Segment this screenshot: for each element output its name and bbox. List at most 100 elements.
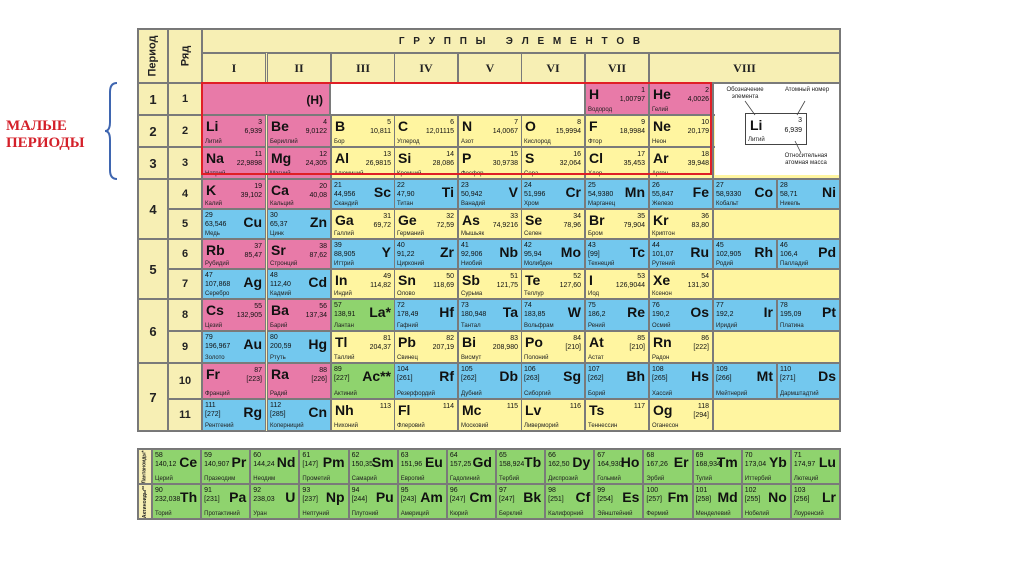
element-Cs[interactable]: Cs 55 132,905 Цезий xyxy=(202,299,266,331)
element-Cr[interactable]: 24 51,996 Cr Хром xyxy=(521,179,585,209)
element-He[interactable]: He 2 4,0026 Гелий xyxy=(649,83,713,115)
element-Eu[interactable]: 63 151,96 Eu Европий xyxy=(397,449,447,484)
element-U[interactable]: 92 238,03 U Уран xyxy=(250,484,300,519)
element-Hg[interactable]: 80 200,59 Hg Ртуть xyxy=(267,331,331,363)
element-Dy[interactable]: 66 162,50 Dy Диспрозий xyxy=(545,449,595,484)
element-K[interactable]: K 19 39,102 Калий xyxy=(202,179,266,209)
element-Xe[interactable]: Xe 54 131,30 Ксенон xyxy=(649,269,713,299)
element-Tm[interactable]: 69 168,934 Tm Тулий xyxy=(692,449,742,484)
element-C[interactable]: C 6 12,01115 Углерод xyxy=(394,115,458,147)
element-Bi[interactable]: Bi 83 208,980 Висмут xyxy=(458,331,522,363)
element-Cu[interactable]: 29 63,546 Cu Медь xyxy=(202,209,266,239)
element-Lu[interactable]: 71 174,97 Lu Лютеций xyxy=(790,449,840,484)
element-Fr[interactable]: Fr 87 [223] Франций xyxy=(202,363,266,399)
element-Db[interactable]: 105 [262] Db Дубний xyxy=(458,363,522,399)
element-Mc[interactable]: Mc 115 Московий xyxy=(458,399,522,431)
element-Pb[interactable]: Pb 82 207,19 Свинец xyxy=(394,331,458,363)
element-Lr[interactable]: 103 [256] Lr Лоуренсий xyxy=(790,484,840,519)
element-Sb[interactable]: Sb 51 121,75 Сурьма xyxy=(458,269,522,299)
element-Li[interactable]: Li 3 6,939 Литий xyxy=(202,115,266,147)
element-Og[interactable]: Og 118 [294] Оганесон xyxy=(649,399,713,431)
element-Bh[interactable]: 107 [262] Bh Борий xyxy=(585,363,649,399)
element-Ds[interactable]: 110 [271] Ds Дармштадтий xyxy=(777,363,840,399)
element-Re[interactable]: 75 186,2 Re Рений xyxy=(585,299,649,331)
element-No[interactable]: 102 [255] No Нобелий xyxy=(741,484,791,519)
element-In[interactable]: In 49 114,82 Индий xyxy=(331,269,395,299)
element-Rg[interactable]: 111 [272] Rg Рентгений xyxy=(202,399,266,431)
element-Mn[interactable]: 25 54,9380 Mn Марганец xyxy=(585,179,649,209)
element-Hs[interactable]: 108 [265] Hs Хассий xyxy=(649,363,713,399)
element-Th[interactable]: 90 232,038 Th Торий xyxy=(152,484,202,519)
element-Sr[interactable]: Sr 38 87,62 Стронций xyxy=(267,239,331,269)
element-Pr[interactable]: 59 140,907 Pr Празеодим xyxy=(201,449,251,484)
element-La[interactable]: 57 138,91 La* Лантан xyxy=(331,299,395,331)
element-Br[interactable]: Br 35 79,904 Бром xyxy=(585,209,649,239)
element-Cd[interactable]: 48 112,40 Cd Кадмий xyxy=(267,269,331,299)
element-Fl[interactable]: Fl 114 Флеровий xyxy=(394,399,458,431)
element-Ce[interactable]: 58 140,12 Ce Церий xyxy=(152,449,202,484)
element-Tl[interactable]: Tl 81 204,37 Таллий xyxy=(331,331,395,363)
element-Rh[interactable]: 45 102,905 Rh Родий xyxy=(713,239,777,269)
element-Ti[interactable]: 22 47,90 Ti Титан xyxy=(394,179,458,209)
element-Ca[interactable]: Ca 20 40,08 Кальций xyxy=(267,179,331,209)
element-Cm[interactable]: 96 [247] Cm Кюрий xyxy=(446,484,496,519)
element-Am[interactable]: 95 [243] Am Америций xyxy=(397,484,447,519)
element-As[interactable]: As 33 74,9216 Мышьяк xyxy=(458,209,522,239)
element-Pm[interactable]: 61 [147] Pm Прометий xyxy=(299,449,349,484)
element-Kr[interactable]: Kr 36 83,80 Криптон xyxy=(649,209,713,239)
element-Po[interactable]: Po 84 [210] Полоний xyxy=(521,331,585,363)
element-Be[interactable]: Be 4 9,0122 Бериллий xyxy=(267,115,331,147)
element-Md[interactable]: 101 [258] Md Менделевий xyxy=(692,484,742,519)
element-Ac[interactable]: 89 [227] Ac** Актиний xyxy=(331,363,395,399)
element-I[interactable]: I 53 126,9044 Иод xyxy=(585,269,649,299)
element-Lv[interactable]: Lv 116 Ливерморий xyxy=(521,399,585,431)
element-Ir[interactable]: 77 192,2 Ir Иридий xyxy=(713,299,777,331)
element-Rn[interactable]: Rn 86 [222] Радон xyxy=(649,331,713,363)
element-Ta[interactable]: 73 180,948 Ta Тантал xyxy=(458,299,522,331)
element-Cf[interactable]: 98 [251] Cf Калифорний xyxy=(545,484,595,519)
element-Sm[interactable]: 62 150,35 Sm Самарий xyxy=(348,449,398,484)
element-Pu[interactable]: 94 [244] Pu Плутоний xyxy=(348,484,398,519)
element-Rb[interactable]: Rb 37 85,47 Рубидий xyxy=(202,239,266,269)
element-V[interactable]: 23 50,942 V Ванадий xyxy=(458,179,522,209)
element-Ag[interactable]: 47 107,868 Ag Серебро xyxy=(202,269,266,299)
element-Y[interactable]: 39 88,905 Y Иттрий xyxy=(331,239,395,269)
element-Ru[interactable]: 44 101,07 Ru Рутений xyxy=(649,239,713,269)
element-Co[interactable]: 27 58,9330 Co Кобальт xyxy=(713,179,777,209)
element-Au[interactable]: 79 196,967 Au Золото xyxy=(202,331,266,363)
element-Mt[interactable]: 109 [266] Mt Мейтнерий xyxy=(713,363,777,399)
element-Nb[interactable]: 41 92,906 Nb Ниобий xyxy=(458,239,522,269)
element-B[interactable]: B 5 10,811 Бор xyxy=(331,115,395,147)
element-Zr[interactable]: 40 91,22 Zr Цирконий xyxy=(394,239,458,269)
element-At[interactable]: At 85 [210] Астат xyxy=(585,331,649,363)
element-Ga[interactable]: Ga 31 69,72 Галлий xyxy=(331,209,395,239)
element-Sn[interactable]: Sn 50 118,69 Олово xyxy=(394,269,458,299)
element-Hf[interactable]: 72 178,49 Hf Гафний xyxy=(394,299,458,331)
element-Se[interactable]: Se 34 78,96 Селен xyxy=(521,209,585,239)
element-N[interactable]: N 7 14,0067 Азот xyxy=(458,115,522,147)
element-Te[interactable]: Te 52 127,60 Теллур xyxy=(521,269,585,299)
element-Rf[interactable]: 104 [261] Rf Резерфордий xyxy=(394,363,458,399)
element-Mo[interactable]: 42 95,94 Mo Молибден xyxy=(521,239,585,269)
element-O[interactable]: O 8 15,9994 Кислород xyxy=(521,115,585,147)
element-Os[interactable]: 76 190,2 Os Осмий xyxy=(649,299,713,331)
element-Ho[interactable]: 67 164,930 Ho Гольмий xyxy=(594,449,644,484)
element-Pt[interactable]: 78 195,09 Pt Платина xyxy=(777,299,840,331)
element-Sc[interactable]: 21 44,956 Sc Скандий xyxy=(331,179,395,209)
element-Nh[interactable]: Nh 113 Нихоний xyxy=(331,399,395,431)
element-Ni[interactable]: 28 58,71 Ni Никель xyxy=(777,179,840,209)
element-Pd[interactable]: 46 106,4 Pd Палладий xyxy=(777,239,840,269)
element-Zn[interactable]: 30 65,37 Zn Цинк xyxy=(267,209,331,239)
element-Ba[interactable]: Ba 56 137,34 Барий xyxy=(267,299,331,331)
element-Ge[interactable]: Ge 32 72,59 Германий xyxy=(394,209,458,239)
element-Tb[interactable]: 65 158,924 Tb Тербий xyxy=(496,449,546,484)
element-Np[interactable]: 93 [237] Np Нептуний xyxy=(299,484,349,519)
element-Ts[interactable]: Ts 117 Теннессин xyxy=(585,399,649,431)
element-Yb[interactable]: 70 173,04 Yb Иттербий xyxy=(741,449,791,484)
element-Gd[interactable]: 64 157,25 Gd Гадолиний xyxy=(446,449,496,484)
element-W[interactable]: 74 183,85 W Вольфрам xyxy=(521,299,585,331)
element-Cn[interactable]: 112 [285] Cn Коперниций xyxy=(267,399,331,431)
element-Nd[interactable]: 60 144,24 Nd Неодим xyxy=(250,449,300,484)
element-Es[interactable]: 99 [254] Es Эйнштейний xyxy=(594,484,644,519)
element-Sg[interactable]: 106 [263] Sg Сиборгий xyxy=(521,363,585,399)
